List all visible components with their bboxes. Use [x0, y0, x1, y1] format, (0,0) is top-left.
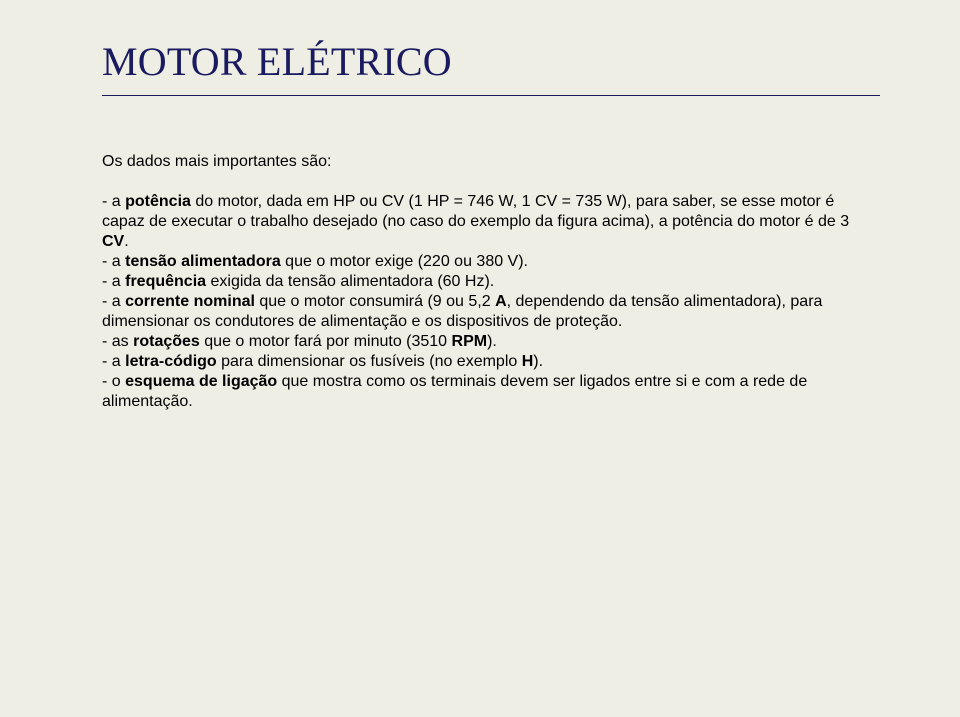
item-lead: - a — [102, 273, 125, 290]
item-lead: - a — [102, 293, 125, 310]
slide: MOTOR ELÉTRICO Os dados mais importantes… — [0, 0, 960, 452]
item-list: - a potência do motor, dada em HP ou CV … — [102, 192, 880, 412]
item-lead: - a — [102, 193, 125, 210]
item-mid: exigida da tensão alimentadora (60 Hz). — [206, 273, 494, 290]
item-lead: - a — [102, 353, 125, 370]
item-tail: ). — [487, 333, 497, 350]
item-mid: que o motor fará por minuto (3510 — [200, 333, 452, 350]
item-lead: - o — [102, 373, 125, 390]
list-item: - a corrente nominal que o motor consumi… — [102, 292, 880, 332]
item-tail: ). — [533, 353, 543, 370]
item-mid: que o motor consumirá (9 ou 5,2 — [255, 293, 495, 310]
item-mid: que o motor exige (220 ou 380 V). — [281, 253, 528, 270]
item-bold2: CV — [102, 233, 124, 250]
page-title: MOTOR ELÉTRICO — [102, 38, 880, 85]
item-tail: . — [124, 233, 128, 250]
item-bold2: H — [522, 353, 534, 370]
item-bold: tensão alimentadora — [125, 253, 281, 270]
item-bold2: RPM — [452, 333, 488, 350]
item-bold2: A — [495, 293, 507, 310]
item-bold: rotações — [133, 333, 200, 350]
item-bold: esquema de ligação — [125, 373, 277, 390]
list-item: - a potência do motor, dada em HP ou CV … — [102, 192, 880, 252]
title-underline — [102, 95, 880, 96]
item-bold: letra-código — [125, 353, 217, 370]
list-item: - a frequência exigida da tensão aliment… — [102, 272, 880, 292]
item-lead: - a — [102, 253, 125, 270]
list-item: - o esquema de ligação que mostra como o… — [102, 372, 880, 412]
list-item: - a letra-código para dimensionar os fus… — [102, 352, 880, 372]
list-item: - a tensão alimentadora que o motor exig… — [102, 252, 880, 272]
item-mid: do motor, dada em HP ou CV (1 HP = 746 W… — [102, 193, 849, 230]
spacer — [102, 172, 880, 192]
item-lead: - as — [102, 333, 133, 350]
item-bold: corrente nominal — [125, 293, 255, 310]
body-text: Os dados mais importantes são: - a potên… — [102, 152, 880, 412]
intro-line: Os dados mais importantes são: — [102, 152, 880, 172]
item-bold: potência — [125, 193, 191, 210]
item-mid: para dimensionar os fusíveis (no exemplo — [217, 353, 522, 370]
item-bold: frequência — [125, 273, 206, 290]
list-item: - as rotações que o motor fará por minut… — [102, 332, 880, 352]
